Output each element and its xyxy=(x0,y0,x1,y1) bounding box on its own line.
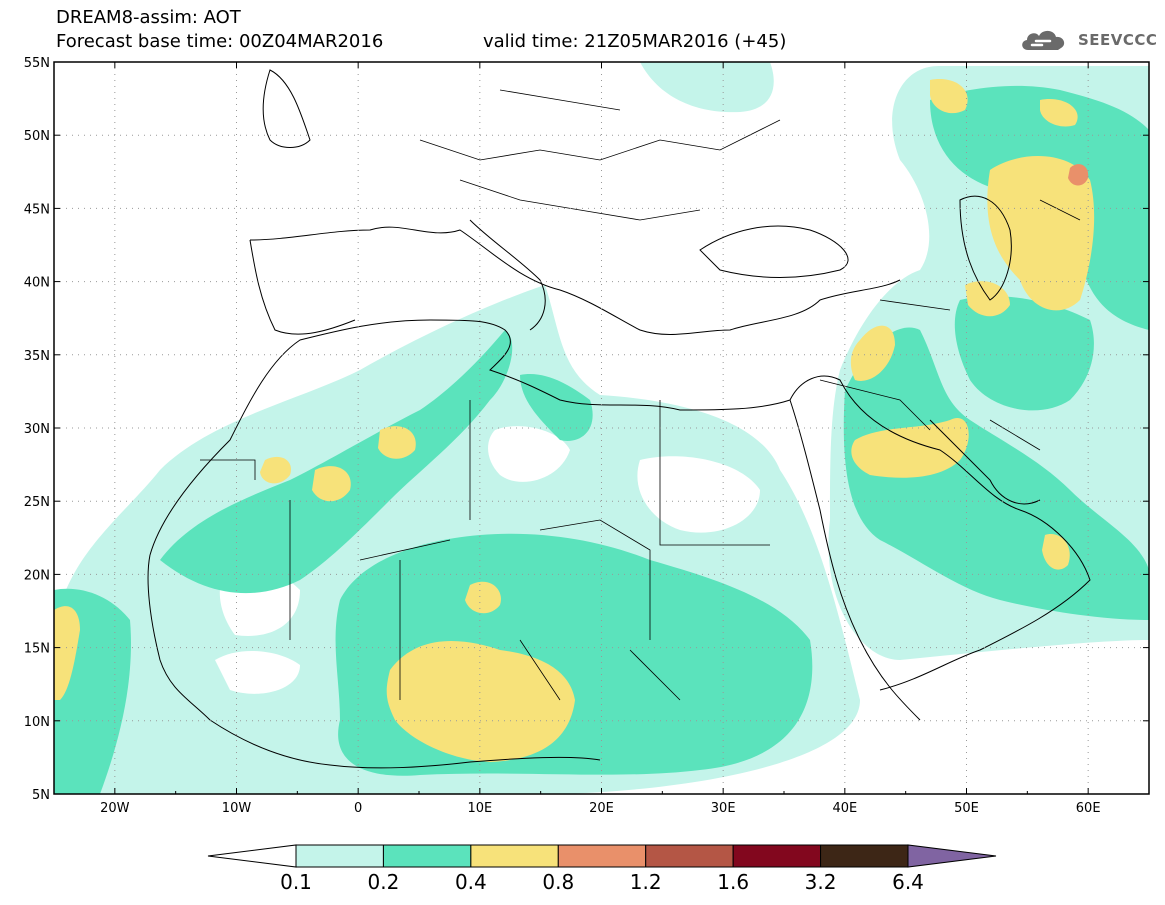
colorbar-label: 0.8 xyxy=(542,870,574,894)
aot-clear-algeria xyxy=(488,426,570,482)
colorbar-label: 0.4 xyxy=(455,870,487,894)
aot-patch-turkmen xyxy=(965,281,1010,317)
chart-title: DREAM8-assim: AOT xyxy=(56,7,241,28)
gridlines xyxy=(54,62,1149,794)
lat-label: 55N xyxy=(24,56,50,71)
lon-label: 30E xyxy=(711,801,736,816)
lat-label: 25N xyxy=(24,495,50,510)
colorbar-label: 1.6 xyxy=(717,870,749,894)
aot-patch-mali xyxy=(312,466,351,502)
aot-region-caspian xyxy=(930,85,1149,330)
lat-label: 10N xyxy=(24,715,50,730)
coastline-italy xyxy=(469,219,546,331)
coastline-red-sea xyxy=(789,399,921,721)
coastlines-borders xyxy=(147,69,1091,769)
colorbar-min-arrow xyxy=(207,844,297,868)
colorbar-labels: 0.1 0.2 0.4 0.8 1.2 1.6 3.2 6.4 xyxy=(280,870,924,894)
aot-region-libya-band xyxy=(520,374,593,441)
lon-labels: 20W 10W 0 10E 20E 30E 40E 50E 60E xyxy=(100,801,1100,816)
lat-label: 5N xyxy=(32,788,50,803)
aot-patch-western-sahara xyxy=(260,456,291,484)
aot-region-west-africa xyxy=(160,330,513,594)
aot-region-iraq-dust xyxy=(851,418,969,478)
aot-region-iran xyxy=(954,296,1094,411)
lat-label: 30N xyxy=(24,422,50,437)
coastline-gulf xyxy=(929,419,1041,505)
coastline-arabia xyxy=(789,375,1091,691)
forecast-base-time: Forecast base time: 00Z04MAR2016 xyxy=(56,31,384,52)
axis-ticks xyxy=(53,61,1150,795)
aot-region-north-light xyxy=(640,62,774,113)
colorbar-segment xyxy=(645,844,734,868)
aot-patch-niger xyxy=(465,581,501,614)
coastline-uk xyxy=(262,69,311,148)
aot-clear-libya xyxy=(637,456,760,533)
lon-label: 0 xyxy=(354,801,362,816)
lat-label: 35N xyxy=(24,349,50,364)
aot-patch-russia-north xyxy=(930,79,968,114)
aot-patch-oman xyxy=(1042,534,1070,570)
colorbar-label: 0.1 xyxy=(280,870,312,894)
lat-label: 20N xyxy=(24,568,50,583)
borders-africa xyxy=(200,400,770,701)
lon-label: 60E xyxy=(1076,801,1101,816)
aot-region-kazakh-dust xyxy=(987,156,1095,311)
aot-patch-russia-east xyxy=(1040,99,1078,127)
colorbar-segment xyxy=(820,844,909,868)
aot-region-nigeria-dust xyxy=(386,641,575,762)
colorbar-label: 0.2 xyxy=(368,870,400,894)
lon-label: 10E xyxy=(467,801,492,816)
coastline-africa-west xyxy=(147,554,601,769)
coastline-iberia xyxy=(249,239,356,335)
aot-patch-syria xyxy=(850,325,895,381)
aot-region-arabia xyxy=(843,327,1149,620)
borders-middle-east xyxy=(819,199,1081,451)
colorbar-segment xyxy=(732,844,822,868)
aot-fields xyxy=(54,62,1149,794)
lon-label: 50E xyxy=(954,801,979,816)
colorbar-segment xyxy=(382,844,472,868)
logo-text: SEEVCCC xyxy=(1078,31,1158,49)
colorbar-max-arrow xyxy=(907,844,997,868)
lon-label: 20W xyxy=(100,801,130,816)
aot-peak-kazakhstan xyxy=(1068,164,1089,186)
coastline-europe xyxy=(249,226,901,335)
colorbar-segment xyxy=(295,844,384,868)
lat-labels: 55N 50N 45N 40N 35N 30N 25N 20N 15N 10N 5N xyxy=(24,56,50,803)
colorbar-label: 1.2 xyxy=(630,870,662,894)
lon-label: 10W xyxy=(222,801,252,816)
aot-patch-algeria xyxy=(378,426,416,459)
colorbar-segment xyxy=(557,844,647,868)
colorbar-label: 6.4 xyxy=(892,870,924,894)
aot-patch-senegal xyxy=(54,606,80,700)
colorbar-segment xyxy=(470,844,559,868)
valid-time: valid time: 21Z05MAR2016 (+45) xyxy=(483,31,787,52)
coastline-black-sea xyxy=(699,225,849,278)
coastline-africa-north xyxy=(149,319,791,556)
lat-label: 15N xyxy=(24,642,50,657)
cloud-logo-icon xyxy=(1022,30,1065,50)
colorbar-label: 3.2 xyxy=(805,870,837,894)
lon-label: 20E xyxy=(589,801,614,816)
lon-label: 40E xyxy=(832,801,857,816)
lat-label: 45N xyxy=(24,202,50,217)
logo: SEEVCCC xyxy=(1018,26,1157,54)
colorbar xyxy=(207,844,997,868)
borders-europe xyxy=(419,89,781,221)
lat-label: 40N xyxy=(24,276,50,291)
coastline-caspian xyxy=(959,195,1012,301)
lat-label: 50N xyxy=(24,129,50,144)
aot-clear-sahel xyxy=(215,650,300,694)
